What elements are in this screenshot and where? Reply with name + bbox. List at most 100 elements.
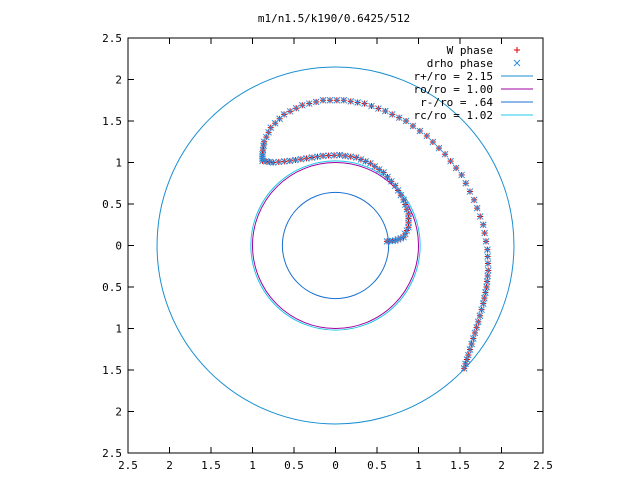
cross-stroke [416, 127, 424, 135]
cross-stroke [361, 100, 368, 107]
cross-stroke [388, 177, 395, 185]
drho-phase-point [319, 152, 327, 160]
x-tick-label: 2 [498, 459, 505, 472]
axis-ticks: 2.5 2 1.5 1 0.5 0 0.5 1 1.5 2 2.52.521.510.500.511… [102, 32, 553, 472]
legend-label: r-/ro = .64 [420, 96, 493, 109]
legend-label: drho phase [427, 57, 493, 70]
drho-phase-point [484, 246, 491, 254]
cross-stroke [280, 158, 288, 165]
drho-phase-point [484, 267, 492, 274]
cross-stroke [384, 173, 391, 181]
drho-phase-point [441, 150, 449, 158]
legend-marker [513, 59, 521, 67]
drho-phase-point [298, 101, 306, 109]
drho-phase-point [460, 364, 468, 372]
circle-r+-mark [156, 66, 515, 425]
cross-stroke [297, 155, 305, 163]
cross-stroke [429, 138, 437, 146]
cross-stroke [292, 104, 300, 112]
drho-phase-point [400, 233, 407, 241]
y-tick-label: 0.5 [102, 198, 122, 211]
drho-phase-point [452, 164, 460, 172]
cross-stroke [403, 227, 411, 234]
y-tick-label: 0.5 [102, 281, 122, 294]
drho-phase-point [336, 151, 344, 159]
cross-stroke [333, 96, 341, 104]
cross-stroke [468, 340, 475, 348]
drho-phase-point [362, 158, 370, 165]
drho-phase-point [381, 107, 389, 115]
drho-phase-point [286, 157, 294, 165]
drho-phase-point [375, 166, 383, 173]
cross-stroke [269, 159, 277, 166]
cross-stroke [483, 278, 491, 285]
drho-phase-point [347, 153, 355, 161]
cross-stroke [262, 158, 270, 165]
cross-stroke [381, 107, 389, 115]
drho-phase-point [352, 154, 360, 161]
cross-stroke [469, 335, 477, 342]
drho-phase-point [469, 335, 477, 342]
cross-stroke [513, 59, 521, 67]
cross-stroke [340, 96, 348, 104]
cross-stroke [259, 153, 266, 160]
drho-phase-point [286, 107, 294, 115]
cross-stroke [401, 230, 409, 238]
cross-stroke [319, 96, 327, 104]
drho-phase-point [466, 188, 474, 195]
drho-phase-point [401, 230, 409, 238]
drho-phase-point [402, 117, 410, 125]
drho-phase-point [484, 272, 492, 280]
cross-stroke [305, 100, 313, 107]
x-tick-label: 0.5 [367, 459, 387, 472]
cross-stroke [480, 294, 488, 302]
legend-label: W phase [447, 44, 493, 57]
drho-phase-point [340, 96, 348, 104]
cross-stroke [479, 221, 487, 229]
drho-phase-point [367, 159, 374, 167]
cross-stroke [483, 283, 490, 291]
point-series [259, 96, 492, 372]
x-tick-label: 1 [249, 459, 256, 472]
drho-phase-point [262, 133, 270, 141]
drho-phase-point [388, 111, 396, 118]
y-tick-label: 0 [115, 240, 122, 253]
cross-stroke [262, 133, 270, 141]
y-tick-label: 1 [115, 323, 122, 336]
drho-phase-point [368, 102, 375, 110]
cross-stroke [397, 191, 405, 199]
legend-marker [514, 47, 520, 53]
drho-phase-point [260, 138, 268, 146]
drho-phase-point [326, 96, 334, 104]
y-tick-label: 2.5 [102, 447, 122, 460]
cross-stroke [280, 111, 288, 118]
drho-phase-point [484, 253, 492, 260]
drho-phase-point [471, 329, 479, 337]
cross-stroke [464, 351, 472, 359]
cross-stroke [341, 152, 349, 160]
drho-phase-point [383, 237, 391, 245]
drho-phase-point [403, 227, 411, 234]
drho-phase-point [312, 98, 320, 106]
drho-phase-point [341, 152, 349, 160]
x-tick-label: 2 [166, 459, 173, 472]
cross-stroke [435, 144, 443, 152]
cross-stroke [402, 117, 410, 125]
cross-stroke [260, 138, 268, 146]
drho-phase-point [474, 318, 482, 326]
drho-phase-point [462, 360, 469, 368]
drho-phase-point [466, 346, 474, 353]
cross-stroke [375, 105, 382, 112]
cross-stroke [401, 201, 409, 208]
cross-stroke [484, 272, 492, 280]
drho-phase-point [371, 163, 379, 170]
cross-stroke [395, 114, 403, 122]
cross-stroke [326, 96, 334, 104]
cross-stroke [482, 237, 490, 245]
cross-stroke [298, 101, 306, 109]
cross-stroke [383, 237, 391, 245]
drho-phase-point [481, 229, 488, 237]
cross-stroke [400, 233, 407, 241]
drho-phase-point [386, 237, 394, 245]
